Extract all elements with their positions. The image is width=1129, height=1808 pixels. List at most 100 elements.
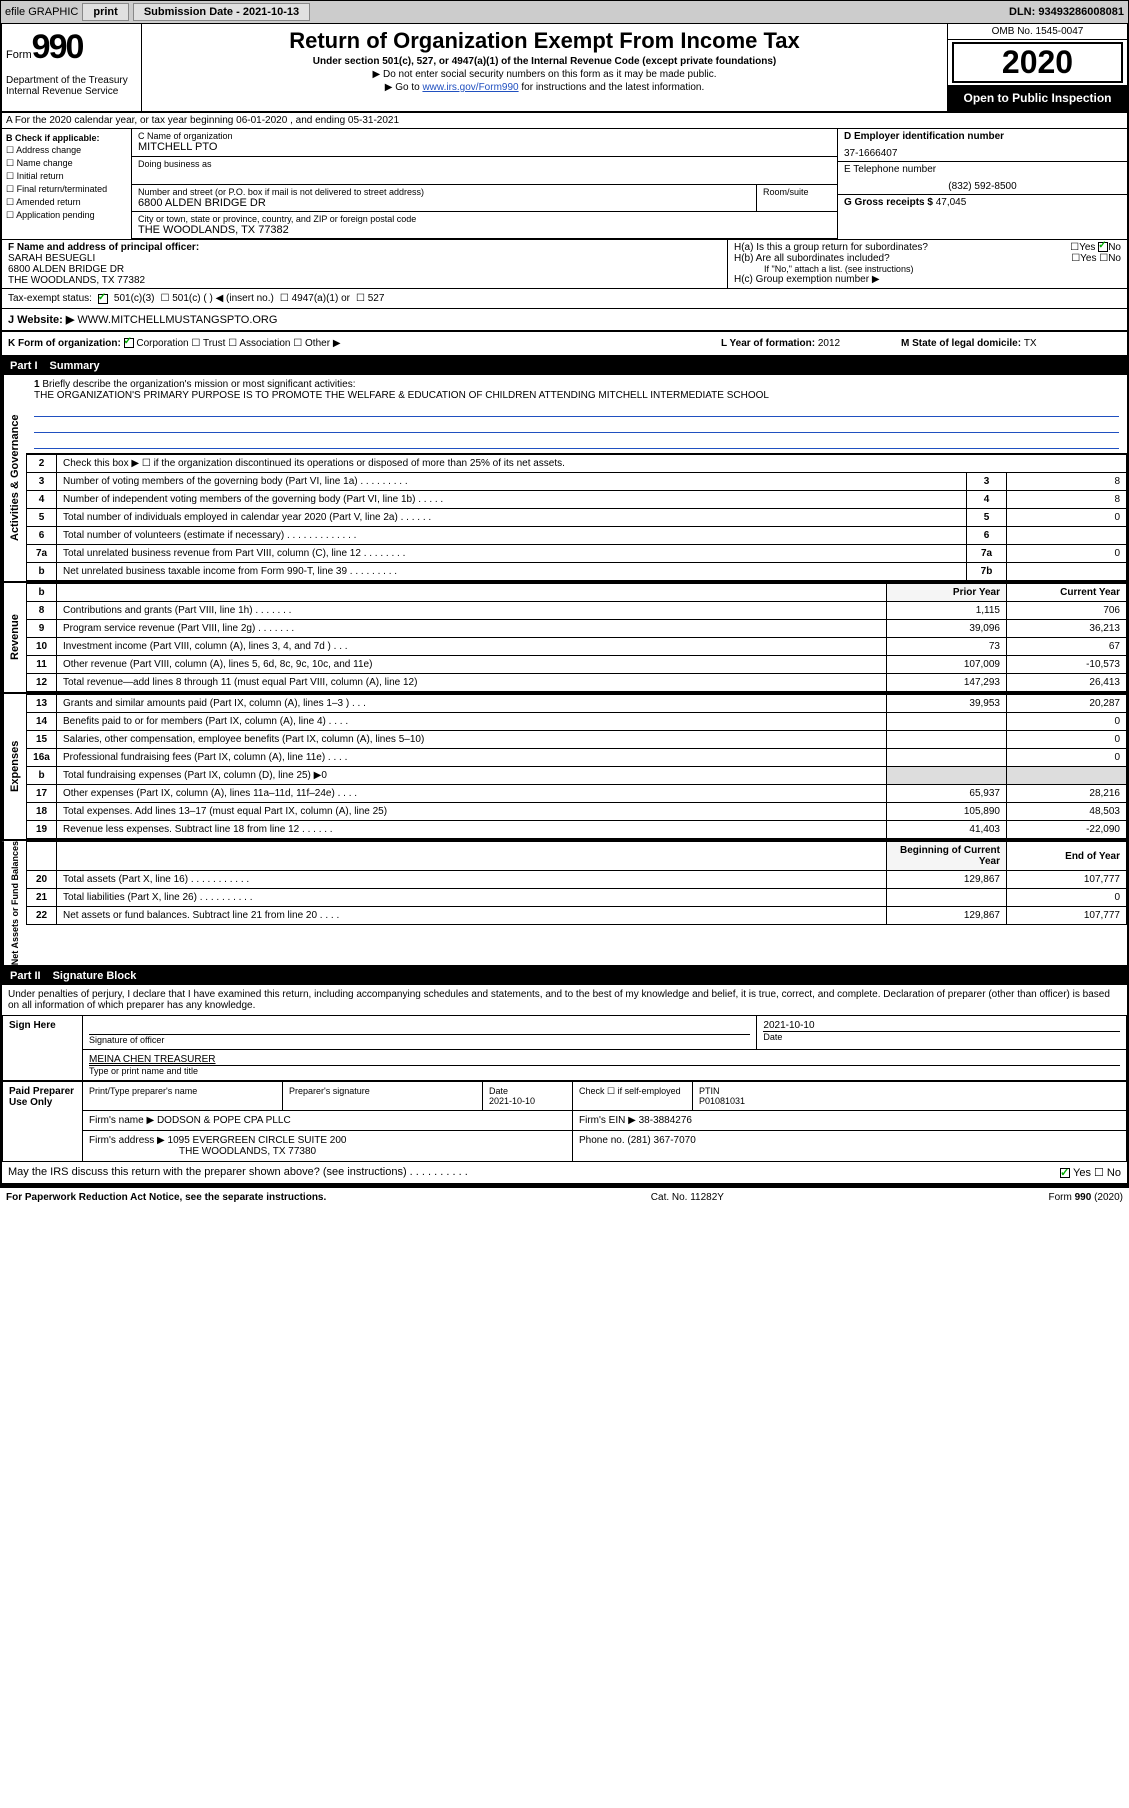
col-c: C Name of organization MITCHELL PTO Doin… [132, 129, 837, 239]
rev-table: bPrior YearCurrent Year 8Contributions a… [26, 583, 1127, 692]
table-row: 20Total assets (Part X, line 16) . . . .… [27, 871, 1127, 889]
table-row: bTotal fundraising expenses (Part IX, co… [27, 767, 1127, 785]
mission-text: THE ORGANIZATION'S PRIMARY PURPOSE IS TO… [34, 390, 1119, 401]
table-row: 5Total number of individuals employed in… [27, 509, 1127, 527]
dept-label: Department of the TreasuryInternal Reven… [6, 75, 137, 97]
firm-addr2: THE WOODLANDS, TX 77380 [89, 1146, 316, 1157]
table-row: 17Other expenses (Part IX, column (A), l… [27, 785, 1127, 803]
firm-ein: 38-3884276 [639, 1115, 692, 1126]
footer-right: Form 990 (2020) [1049, 1192, 1123, 1203]
cb-discuss-yes[interactable] [1060, 1168, 1070, 1178]
col-h: H(a) Is this a group return for subordin… [727, 240, 1127, 288]
omb-label: OMB No. 1545-0047 [948, 24, 1127, 40]
city-row: City or town, state or province, country… [132, 211, 837, 239]
table-row: 9Program service revenue (Part VIII, lin… [27, 620, 1127, 638]
line1: 1 Briefly describe the organization's mi… [26, 375, 1127, 454]
table-row: 13Grants and similar amounts paid (Part … [27, 695, 1127, 713]
part1-header: Part I Summary [2, 357, 1127, 375]
ein-row: D Employer identification number 37-1666… [838, 129, 1127, 162]
year-cell: OMB No. 1545-0047 2020 Open to Public In… [947, 24, 1127, 111]
street-address: 6800 ALDEN BRIDGE DR [138, 197, 750, 209]
cb-name[interactable]: ☐ Name change [6, 158, 127, 169]
cb-amended[interactable]: ☐ Amended return [6, 197, 127, 208]
dba-row: Doing business as [132, 157, 837, 185]
col-f: F Name and address of principal officer:… [2, 240, 727, 288]
org-name-row: C Name of organization MITCHELL PTO [132, 129, 837, 157]
discuss-row: May the IRS discuss this return with the… [2, 1162, 1127, 1183]
table-row: 4Number of independent voting members of… [27, 491, 1127, 509]
table-row: 19Revenue less expenses. Subtract line 1… [27, 821, 1127, 839]
gov-table: 2Check this box ▶ ☐ if the organization … [26, 454, 1127, 581]
year-formation: 2012 [818, 338, 840, 349]
form-note1: ▶ Do not enter social security numbers o… [146, 69, 943, 80]
title-cell: Return of Organization Exempt From Incom… [142, 24, 947, 111]
table-row: 10Investment income (Part VIII, column (… [27, 638, 1127, 656]
sig-intro: Under penalties of perjury, I declare th… [2, 985, 1127, 1015]
footer: For Paperwork Reduction Act Notice, see … [0, 1187, 1129, 1207]
paid-prep-label: Paid Preparer Use Only [3, 1082, 83, 1162]
form-subtitle: Under section 501(c), 527, or 4947(a)(1)… [146, 56, 943, 67]
net-table: Beginning of Current YearEnd of Year 20T… [26, 841, 1127, 925]
exp-section: Expenses 13Grants and similar amounts pa… [2, 694, 1127, 841]
table-row: 16aProfessional fundraising fees (Part I… [27, 749, 1127, 767]
hb-row: H(b) Are all subordinates included? ☐Yes… [734, 253, 1121, 264]
table-row: 21Total liabilities (Part X, line 26) . … [27, 889, 1127, 907]
form-title: Return of Organization Exempt From Incom… [146, 28, 943, 54]
table-row: 8Contributions and grants (Part VIII, li… [27, 602, 1127, 620]
rev-section: Revenue bPrior YearCurrent Year 8Contrib… [2, 583, 1127, 694]
room-suite: Room/suite [757, 185, 837, 211]
table-row: 7aTotal unrelated business revenue from … [27, 545, 1127, 563]
sig-date: 2021-10-10 [763, 1020, 1120, 1031]
form-number: 990 [32, 28, 83, 66]
cb-addr[interactable]: ☐ Address change [6, 145, 127, 156]
vtab-exp: Expenses [2, 694, 26, 839]
gross-receipts: 47,045 [936, 197, 967, 208]
tax-status-row: Tax-exempt status: 501(c)(3) ☐ 501(c) ( … [2, 289, 1127, 309]
vtab-rev: Revenue [2, 583, 26, 692]
open-public-label: Open to Public Inspection [948, 85, 1127, 111]
part2-header: Part II Signature Block [2, 967, 1127, 985]
table-row: 12Total revenue—add lines 8 through 11 (… [27, 674, 1127, 692]
form-id-cell: Form990 Department of the TreasuryIntern… [2, 24, 142, 111]
sign-here-label: Sign Here [3, 1016, 83, 1081]
vtab-net: Net Assets or Fund Balances [2, 841, 26, 965]
cb-501c3[interactable] [98, 294, 108, 304]
cb-corp[interactable] [124, 338, 134, 348]
net-section: Net Assets or Fund Balances Beginning of… [2, 841, 1127, 967]
state-domicile: TX [1024, 338, 1037, 349]
form-note2: ▶ Go to www.irs.gov/Form990 for instruct… [146, 82, 943, 93]
gross-row: G Gross receipts $ 47,045 [838, 195, 1127, 223]
table-row: 14Benefits paid to or for members (Part … [27, 713, 1127, 731]
officer-printed: MEINA CHEN TREASURER [89, 1054, 1120, 1065]
col-b-hdr: B Check if applicable: [6, 133, 127, 143]
addr-row: Number and street (or P.O. box if mail i… [132, 185, 837, 211]
exp-table: 13Grants and similar amounts paid (Part … [26, 694, 1127, 839]
table-row: 11Other revenue (Part VIII, column (A), … [27, 656, 1127, 674]
table-row: 18Total expenses. Add lines 13–17 (must … [27, 803, 1127, 821]
officer-addr2: THE WOODLANDS, TX 77382 [8, 275, 721, 286]
efile-label: efile GRAPHIC [5, 6, 78, 18]
org-name: MITCHELL PTO [138, 141, 831, 153]
ha-row: H(a) Is this a group return for subordin… [734, 242, 1121, 253]
cb-initial[interactable]: ☐ Initial return [6, 171, 127, 182]
section-bcd: B Check if applicable: ☐ Address change … [2, 129, 1127, 240]
table-row: 3Number of voting members of the governi… [27, 473, 1127, 491]
irs-link[interactable]: www.irs.gov/Form990 [422, 82, 518, 93]
firm-addr1: 1095 EVERGREEN CIRCLE SUITE 200 [168, 1135, 347, 1146]
table-row: 6Total number of volunteers (estimate if… [27, 527, 1127, 545]
cb-final[interactable]: ☐ Final return/terminated [6, 184, 127, 195]
sign-here-table: Sign Here Signature of officer 2021-10-1… [2, 1015, 1127, 1081]
form-body: Form990 Department of the TreasuryIntern… [0, 24, 1129, 1187]
signature-block: Under penalties of perjury, I declare th… [2, 985, 1127, 1185]
hc-row: H(c) Group exemption number ▶ [734, 274, 1121, 285]
submission-date-button[interactable]: Submission Date - 2021-10-13 [133, 3, 310, 21]
tel-value: (832) 592-8500 [844, 181, 1121, 192]
cb-pending[interactable]: ☐ Application pending [6, 210, 127, 221]
officer-name: SARAH BESUEGLI [8, 253, 721, 264]
website-row: J Website: ▶ WWW.MITCHELLMUSTANGSPTO.ORG [2, 309, 1127, 332]
print-button[interactable]: print [82, 3, 128, 21]
col-d: D Employer identification number 37-1666… [837, 129, 1127, 239]
form-word: Form [6, 49, 32, 61]
year-box: 2020 [952, 42, 1123, 83]
firm-name: DODSON & POPE CPA PLLC [157, 1115, 291, 1126]
